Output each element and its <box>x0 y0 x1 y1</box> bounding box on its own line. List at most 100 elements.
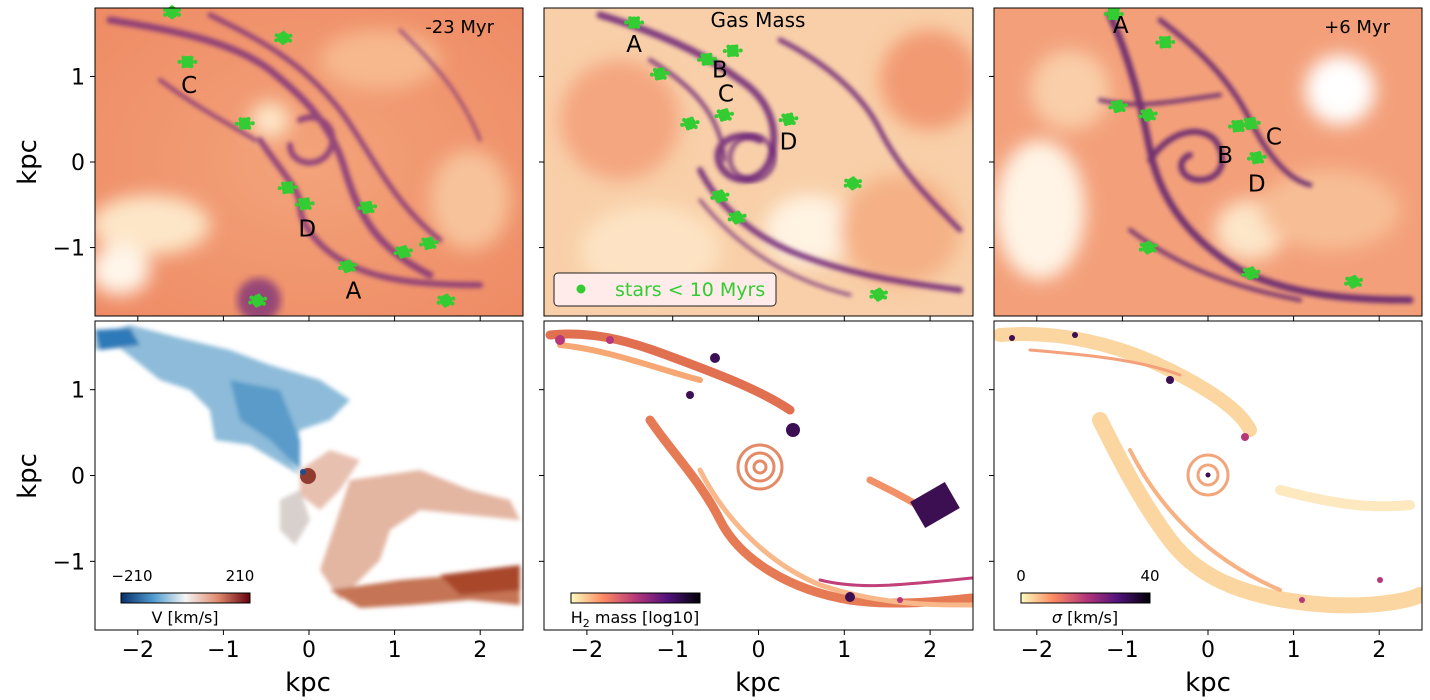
star-particle <box>843 183 848 188</box>
star-particle <box>649 72 654 77</box>
star-particle <box>281 30 286 35</box>
star-particle <box>1167 44 1172 49</box>
star-particle <box>239 125 244 130</box>
star-particle <box>652 67 657 72</box>
star-particle <box>660 67 665 72</box>
star-particle <box>299 206 304 211</box>
h2-mass-map <box>544 321 973 630</box>
star-particle <box>305 197 310 202</box>
star-particle <box>1158 36 1163 41</box>
x-tick-label: 0 <box>1201 638 1215 663</box>
star-particle <box>437 295 442 300</box>
star-particle <box>170 5 175 10</box>
star-particle <box>1147 108 1152 113</box>
star-particle <box>1139 242 1144 247</box>
star-particle <box>789 112 794 117</box>
colorbar-label-rest: mass [log10] <box>590 608 699 627</box>
star-clump <box>439 294 452 307</box>
star-clump <box>1142 108 1155 121</box>
star-particle <box>1242 267 1247 272</box>
star-particle <box>339 261 344 266</box>
star-particle <box>254 303 259 308</box>
star-particle <box>1243 117 1248 122</box>
star-particle <box>1260 159 1265 164</box>
star-particle <box>189 64 194 69</box>
panel-bottom-left: −210 210 V [km/s] <box>94 320 524 631</box>
star-particle <box>850 186 855 191</box>
star-particle <box>421 237 426 242</box>
star-particle <box>444 293 449 298</box>
star-particle <box>347 259 352 264</box>
x-tick-label: 2 <box>473 638 487 663</box>
star-particle <box>176 7 181 12</box>
star-region-label: C <box>1266 124 1282 150</box>
colorbar-label: H2 mass [log10] <box>571 608 700 630</box>
star-particle <box>274 33 279 38</box>
star-particle <box>1144 117 1149 122</box>
star-particle <box>791 121 796 126</box>
star-particle <box>261 301 266 306</box>
star-particle <box>367 200 372 205</box>
x-tick-label: 1 <box>388 638 402 663</box>
colorbar-max-label: 210 <box>226 567 255 585</box>
star-particle <box>1171 39 1176 44</box>
star-particle <box>181 55 186 60</box>
x-tick-label: −1 <box>1106 638 1138 663</box>
star-particle <box>697 57 702 62</box>
star-region-label: D <box>1248 171 1266 197</box>
star-particle <box>727 116 732 121</box>
star-particle <box>434 240 439 245</box>
star-particle <box>395 246 400 251</box>
star-particle <box>1121 108 1126 113</box>
star-particle <box>406 253 411 258</box>
star-particle <box>1153 111 1158 116</box>
star-clump <box>846 177 859 190</box>
star-particle <box>357 206 362 211</box>
star-particle <box>778 118 783 123</box>
gas-map-top-left <box>95 8 523 316</box>
star-particle <box>1240 128 1245 133</box>
star-particle <box>726 44 731 49</box>
star-particle <box>1241 272 1246 277</box>
sigma-map <box>994 321 1422 630</box>
star-particle <box>280 181 285 186</box>
star-region-label: B <box>712 58 728 84</box>
star-particle <box>877 287 882 292</box>
star-particle <box>1146 240 1151 245</box>
star-particle <box>1245 126 1250 131</box>
star-particle <box>1253 125 1258 130</box>
star-particle <box>1257 150 1262 155</box>
star-particle <box>636 16 641 21</box>
colorbar-label: σ [km/s] <box>1052 608 1118 627</box>
panel-top-right: A B CD +6 Myr <box>993 7 1423 317</box>
x-tick-label: −1 <box>207 638 239 663</box>
star-particle <box>250 121 255 126</box>
star-particle <box>738 48 743 53</box>
panel-bottom-middle: H2 mass [log10] <box>543 320 974 631</box>
star-particle <box>249 295 254 300</box>
star-particle <box>288 38 293 43</box>
star-particle <box>1119 11 1124 16</box>
star-particle <box>359 201 364 206</box>
star-particle <box>294 202 299 207</box>
star-particle <box>700 53 705 58</box>
star-labels-top-middle: A BC D <box>626 32 797 156</box>
star-particle <box>689 116 694 121</box>
panel-top-left: C D A -23 Myr <box>94 5 524 317</box>
star-particle <box>247 125 252 130</box>
star-particle <box>1145 250 1150 255</box>
legend-label: stars < 10 Myrs <box>615 279 765 301</box>
star-particle <box>1107 7 1112 12</box>
colorbar-label-symbol: σ <box>1052 608 1063 627</box>
star-particle <box>337 265 342 270</box>
star-particle <box>176 12 181 17</box>
star-particle <box>654 76 659 81</box>
x-tick-label: 0 <box>752 638 766 663</box>
star-particle <box>353 262 358 267</box>
star-particle <box>869 294 874 299</box>
star-particle <box>695 120 700 125</box>
star-particle <box>177 59 182 64</box>
colorbar-label-rest: [km/s] <box>1062 608 1118 627</box>
star-particle <box>1250 266 1255 271</box>
